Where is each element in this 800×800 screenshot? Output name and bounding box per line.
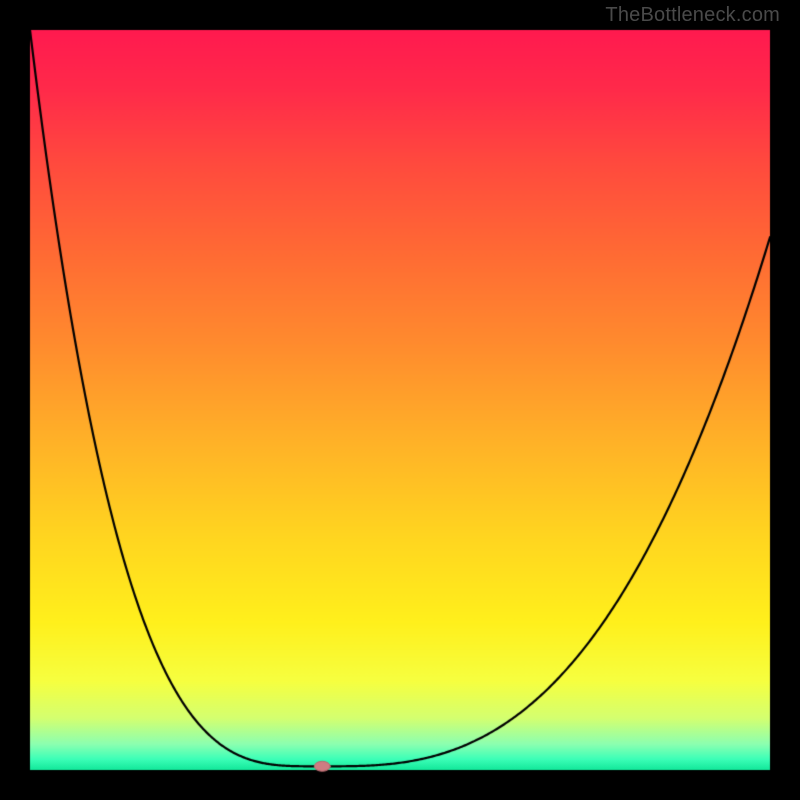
bottleneck-chart-canvas	[0, 0, 800, 800]
watermark-label: TheBottleneck.com	[605, 4, 780, 27]
chart-container: TheBottleneck.com	[0, 0, 800, 800]
